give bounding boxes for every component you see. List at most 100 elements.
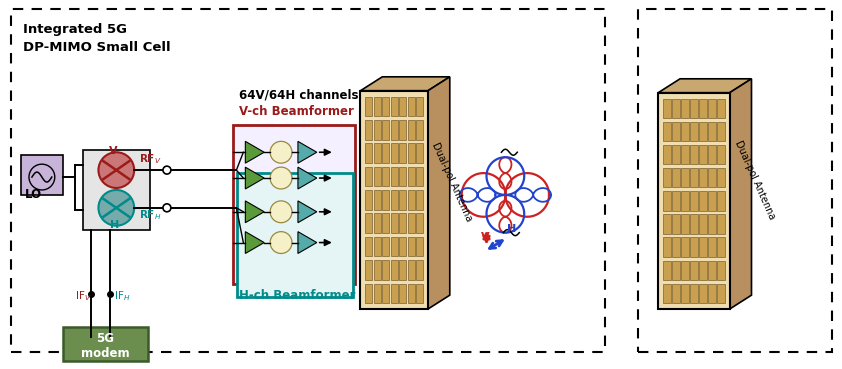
Bar: [681, 145, 689, 164]
Bar: [382, 190, 389, 210]
Bar: [365, 167, 372, 186]
Bar: [717, 168, 725, 187]
Bar: [399, 143, 407, 163]
Bar: [717, 214, 725, 234]
Bar: [708, 99, 716, 118]
Bar: [690, 168, 698, 187]
Bar: [391, 143, 397, 163]
Bar: [408, 237, 415, 256]
Bar: [408, 190, 415, 210]
Text: H: H: [110, 220, 120, 230]
Bar: [408, 284, 415, 303]
Bar: [374, 213, 381, 233]
Bar: [382, 97, 389, 116]
Bar: [21, 155, 62, 195]
Bar: [391, 120, 397, 139]
Bar: [717, 261, 725, 280]
Bar: [416, 167, 424, 186]
Circle shape: [270, 232, 292, 254]
Bar: [681, 284, 689, 303]
Bar: [663, 284, 670, 303]
Bar: [699, 191, 706, 211]
Bar: [663, 99, 670, 118]
Bar: [382, 167, 389, 186]
Text: DP-MIMO Small Cell: DP-MIMO Small Cell: [23, 41, 171, 54]
Bar: [365, 213, 372, 233]
Bar: [699, 284, 706, 303]
Bar: [374, 97, 381, 116]
Circle shape: [163, 166, 171, 174]
Bar: [672, 122, 679, 141]
Bar: [399, 190, 407, 210]
Bar: [690, 214, 698, 234]
Text: IF$_H$: IF$_H$: [115, 289, 131, 303]
Bar: [83, 150, 150, 230]
Bar: [365, 237, 372, 256]
Bar: [690, 99, 698, 118]
Bar: [399, 260, 407, 280]
Text: V-ch Beamformer: V-ch Beamformer: [239, 104, 354, 118]
Bar: [681, 122, 689, 141]
Text: V: V: [481, 232, 489, 242]
Polygon shape: [360, 91, 428, 309]
Bar: [690, 122, 698, 141]
Polygon shape: [428, 77, 450, 309]
Bar: [681, 238, 689, 257]
Bar: [663, 238, 670, 257]
Bar: [365, 190, 372, 210]
Bar: [416, 237, 424, 256]
Circle shape: [99, 152, 134, 188]
Text: IF$_V$: IF$_V$: [75, 289, 91, 303]
Bar: [365, 120, 372, 139]
Bar: [416, 213, 424, 233]
Bar: [374, 190, 381, 210]
Bar: [672, 191, 679, 211]
Polygon shape: [360, 77, 450, 91]
Polygon shape: [245, 232, 264, 254]
Bar: [399, 213, 407, 233]
Bar: [408, 260, 415, 280]
Polygon shape: [298, 201, 317, 223]
Bar: [699, 214, 706, 234]
Bar: [699, 99, 706, 118]
Bar: [699, 238, 706, 257]
Bar: [681, 99, 689, 118]
Bar: [672, 261, 679, 280]
Bar: [416, 284, 424, 303]
Bar: [708, 168, 716, 187]
Bar: [391, 260, 397, 280]
Bar: [672, 284, 679, 303]
Bar: [374, 284, 381, 303]
Circle shape: [270, 141, 292, 163]
Polygon shape: [658, 93, 730, 309]
Bar: [365, 97, 372, 116]
Bar: [382, 260, 389, 280]
Bar: [681, 191, 689, 211]
Bar: [391, 97, 397, 116]
Bar: [690, 261, 698, 280]
Bar: [374, 237, 381, 256]
Text: RF$_V$: RF$_V$: [139, 152, 162, 166]
Bar: [699, 261, 706, 280]
Bar: [382, 284, 389, 303]
Bar: [690, 191, 698, 211]
Bar: [638, 9, 832, 352]
Bar: [237, 173, 353, 297]
Bar: [717, 99, 725, 118]
Bar: [672, 99, 679, 118]
Bar: [399, 97, 407, 116]
Bar: [708, 214, 716, 234]
Bar: [663, 191, 670, 211]
Bar: [382, 213, 389, 233]
Bar: [717, 238, 725, 257]
Polygon shape: [245, 141, 264, 163]
Bar: [408, 213, 415, 233]
Text: Dual-pol Antenna: Dual-pol Antenna: [430, 141, 474, 223]
Bar: [663, 145, 670, 164]
Bar: [416, 143, 424, 163]
Bar: [690, 238, 698, 257]
Bar: [663, 168, 670, 187]
Bar: [382, 120, 389, 139]
Bar: [391, 190, 397, 210]
Bar: [408, 143, 415, 163]
